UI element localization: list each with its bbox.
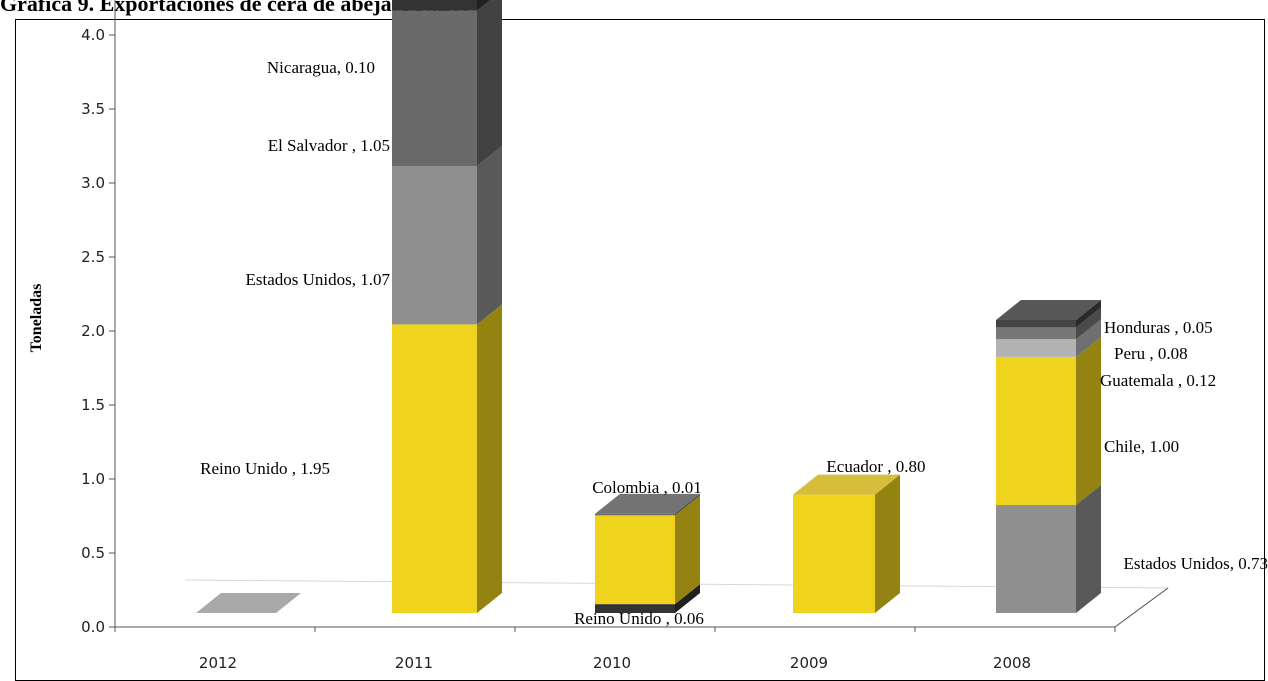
bar-2012-empty	[196, 593, 301, 613]
y-tick-label: 0.5	[81, 544, 105, 562]
x-tick-label: 2009	[790, 654, 828, 672]
segment-side	[1076, 319, 1101, 357]
segment-side	[1076, 484, 1101, 613]
segment-side	[675, 584, 700, 613]
data-label-2011-reino-unido: Reino Unido , 1.95	[200, 459, 330, 478]
bar-segment-2011-reino-unido	[392, 304, 502, 613]
bar-segment-2009-ecuador	[793, 474, 900, 613]
bar-segment-2010-reino-unido	[595, 584, 700, 613]
y-tick-label: 1.5	[81, 396, 105, 414]
segment-top	[595, 493, 700, 514]
segment-front	[996, 356, 1076, 505]
bar-segment-2008-honduras	[996, 299, 1101, 328]
bar-segment-2011-nicaragua	[392, 0, 491, 11]
segment-top	[793, 474, 900, 495]
segment-front	[996, 327, 1076, 340]
y-tick-label: 2.0	[81, 322, 105, 340]
segment-front	[996, 319, 1076, 328]
segment-top	[996, 299, 1101, 320]
segment-side	[875, 474, 900, 613]
segment-front	[595, 604, 675, 613]
segment-front	[595, 513, 675, 516]
data-label-2008-honduras: Honduras , 0.05	[1104, 318, 1213, 337]
y-tick-label: 1.0	[81, 470, 105, 488]
data-label-2008-guatemala: Guatemala , 0.12	[1100, 371, 1216, 390]
y-tick-label: 3.0	[81, 174, 105, 192]
y-tick-label: 4.0	[81, 26, 105, 44]
segment-side	[477, 0, 502, 167]
bar-segment-2011-estados-unidos	[392, 146, 502, 325]
segment-side	[1076, 299, 1101, 328]
segment-front	[595, 515, 675, 605]
data-label-2010-colombia: Colombia , 0.01	[592, 478, 702, 497]
y-axis: 0.00.51.01.52.02.53.03.54.04.52012201120…	[81, 0, 1116, 672]
data-label-2010-reino-unido: Reino Unido , 0.06	[574, 609, 704, 628]
data-label-2009-ecuador: Ecuador , 0.80	[826, 457, 925, 476]
data-label-2011-estados-unidos: Estados Unidos, 1.07	[246, 270, 391, 289]
x-tick-label: 2010	[593, 654, 631, 672]
y-axis-label: Toneladas	[28, 284, 45, 353]
segment-side	[1076, 336, 1101, 505]
bar-segment-2010-ecuador	[595, 495, 700, 605]
segment-front	[392, 324, 477, 613]
data-labels: Reino Unido , 1.95 Estados Unidos, 1.07 El…	[200, 58, 1268, 628]
segment-front	[996, 504, 1076, 613]
floor-right-edge	[1114, 587, 1169, 628]
segment-side	[675, 493, 700, 516]
segment-side	[477, 146, 502, 325]
segment-side	[477, 0, 491, 11]
y-tick-label: 2.5	[81, 248, 105, 266]
bar-segment-2008-peru	[996, 307, 1101, 340]
bar-segment-2011-el-salvador	[392, 0, 502, 167]
x-tick-label: 2011	[395, 654, 433, 672]
data-label-2011-el-salvador: El Salvador , 1.05	[268, 136, 390, 155]
segment-side	[477, 304, 502, 613]
data-label-2008-peru: Peru , 0.08	[1114, 344, 1188, 363]
bar-segment-2010-colombia	[595, 493, 700, 516]
data-label-2008-estados-unidos: Estados Unidos, 0.73	[1124, 554, 1268, 573]
bar-segment-2008-chile	[996, 336, 1101, 505]
segment-front	[392, 10, 477, 167]
segment-side	[675, 495, 700, 605]
segment-side	[1076, 307, 1101, 340]
data-label-2011-nicaragua: Nicaragua, 0.10	[267, 58, 375, 77]
segment-front	[793, 494, 875, 613]
y-tick-label: 0.0	[81, 618, 105, 636]
x-tick-label: 2012	[199, 654, 237, 672]
segment-front	[392, 0, 477, 11]
bars	[196, 0, 1101, 613]
data-label-2008-chile: Chile, 1.00	[1104, 437, 1179, 456]
segment-front	[996, 339, 1076, 357]
y-tick-label: 3.5	[81, 100, 105, 118]
bar-segment-2008-estados-unidos	[996, 484, 1101, 613]
x-tick-label: 2008	[993, 654, 1031, 672]
bar-segment-2008-guatemala	[996, 319, 1101, 357]
segment-front	[392, 166, 477, 325]
chart-title: Gráfica 9. Exportaciones de cera de abej…	[0, 0, 472, 16]
